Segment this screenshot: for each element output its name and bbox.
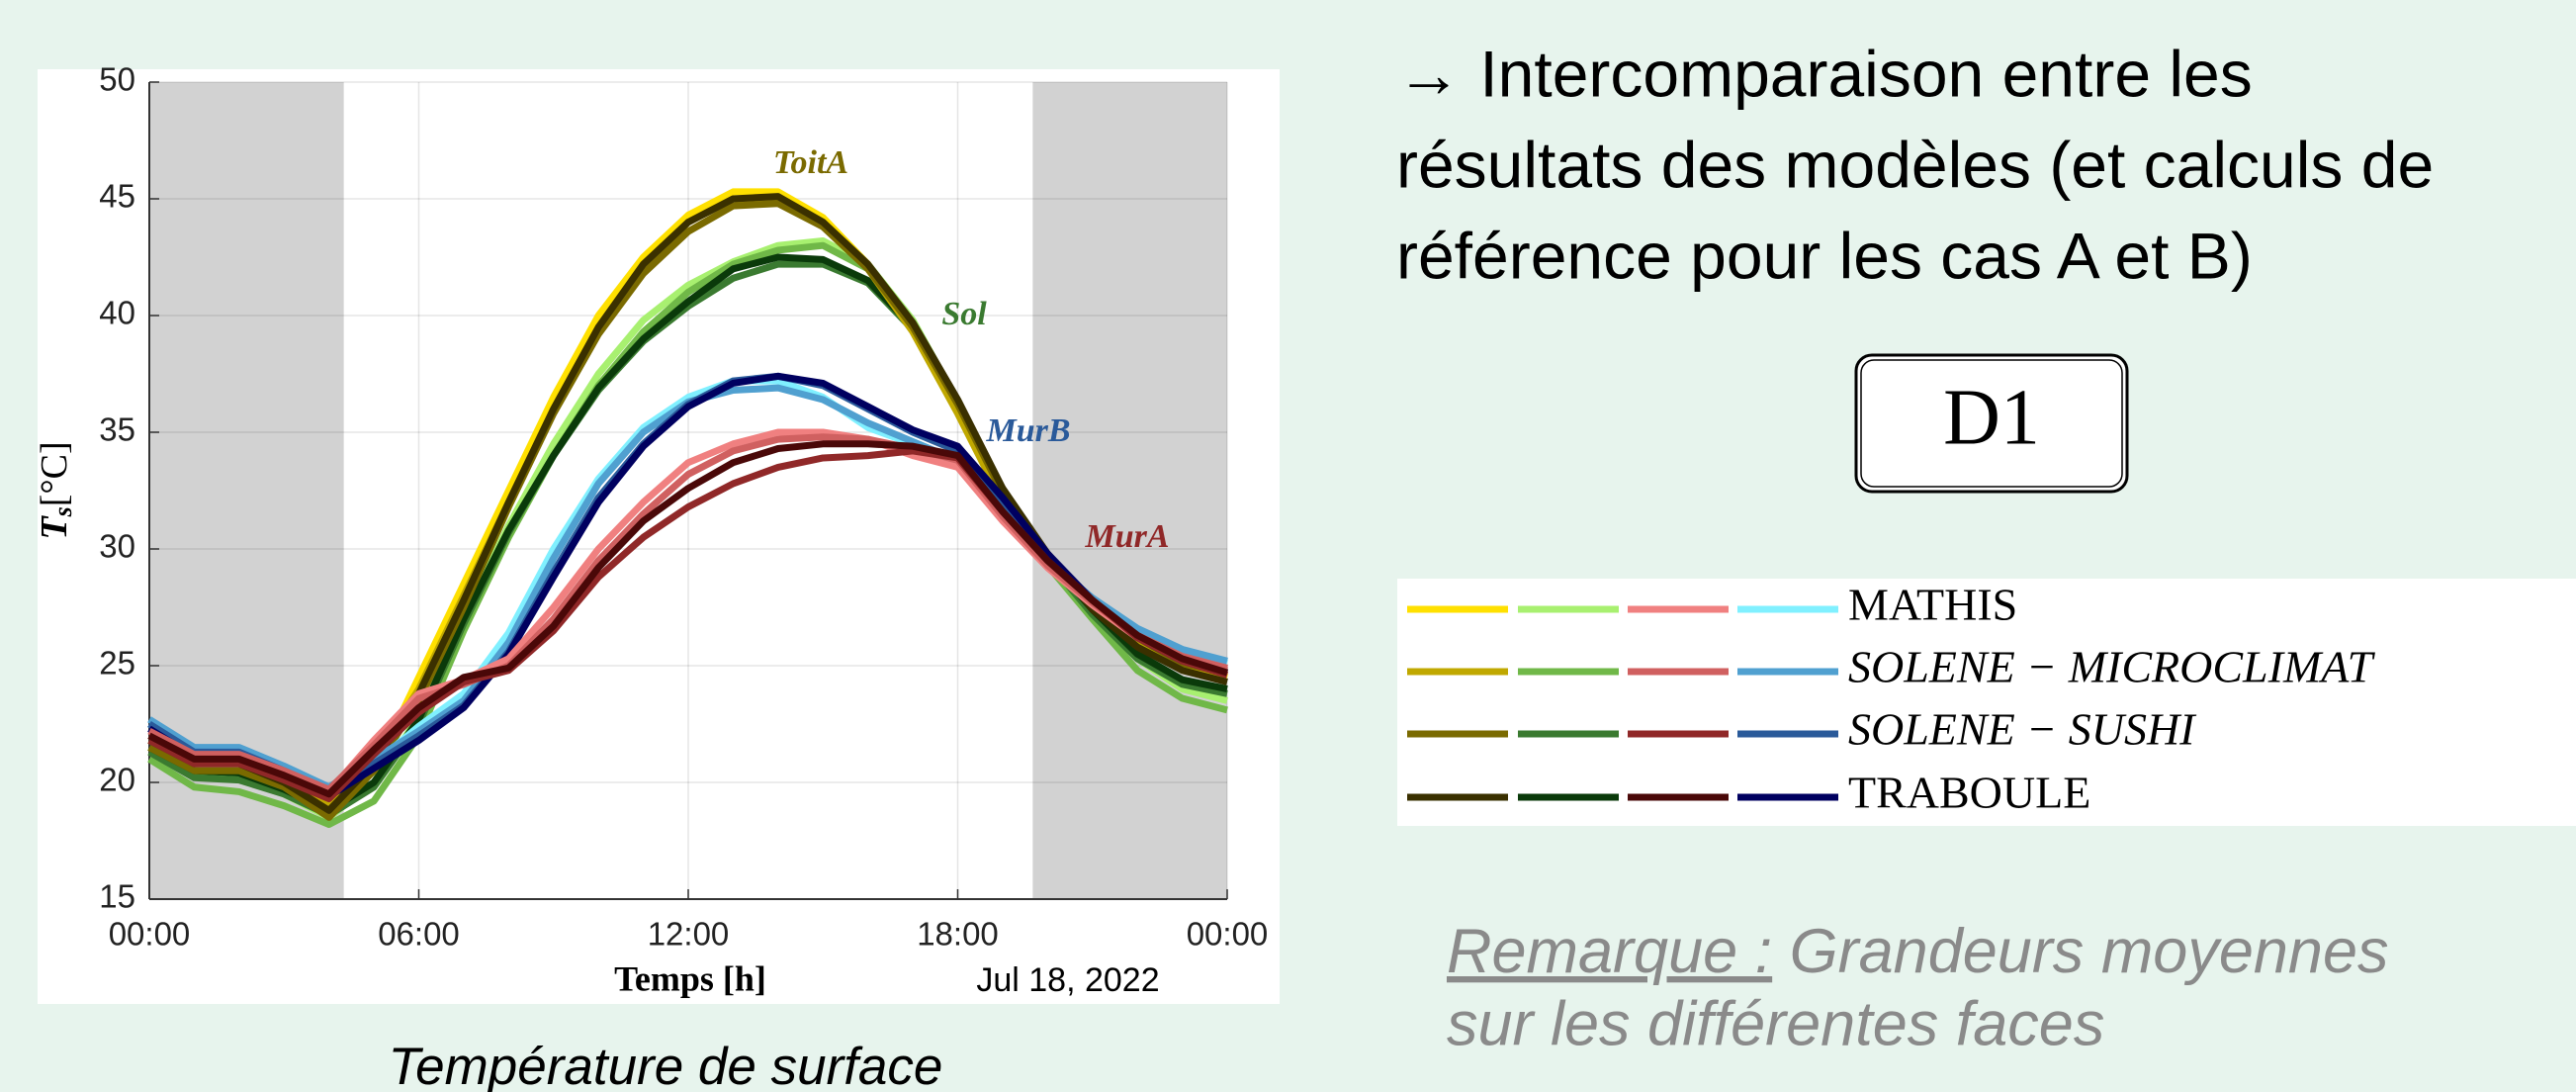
y-tick-label: 25 bbox=[99, 645, 135, 682]
y-tick-label: 40 bbox=[99, 295, 135, 331]
curve-label: MurA bbox=[1084, 518, 1169, 555]
legend-label: TRABOULE bbox=[1848, 768, 2090, 818]
curve-label: ToitA bbox=[773, 144, 848, 181]
y-tick-label: 45 bbox=[99, 178, 135, 215]
heading-line: → Intercomparaison entre les bbox=[1396, 37, 2253, 110]
legend-label: MATHIS bbox=[1848, 580, 2017, 630]
heading-line: résultats des modèles (et calculs de bbox=[1396, 128, 2434, 201]
curve-label: MurB bbox=[985, 412, 1070, 449]
y-tick-label: 30 bbox=[99, 528, 135, 565]
date-label: Jul 18, 2022 bbox=[976, 961, 1159, 999]
x-tick-label: 06:00 bbox=[378, 916, 460, 953]
y-tick-label: 15 bbox=[99, 878, 135, 915]
y-axis-label: Ts[°C] bbox=[34, 441, 77, 539]
night-region bbox=[1032, 82, 1227, 899]
box-label: D1 bbox=[1943, 374, 2040, 461]
y-axis-label-text: Ts[°C] bbox=[34, 441, 77, 539]
x-tick-label: 12:00 bbox=[648, 916, 730, 953]
curve-label: Sol bbox=[941, 296, 987, 332]
heading-line: référence pour les cas A et B) bbox=[1396, 219, 2253, 292]
legend-label: SOLENE − MICROCLIMAT bbox=[1848, 642, 2376, 692]
series-line bbox=[147, 440, 1229, 798]
y-label-main: T bbox=[34, 515, 75, 540]
caption: Température de surface bbox=[389, 1038, 943, 1092]
x-tick-label: 00:00 bbox=[109, 916, 191, 953]
legend-panel bbox=[1397, 579, 2576, 826]
x-tick-label: 00:00 bbox=[1187, 916, 1269, 953]
box-frame-inner bbox=[1860, 359, 2123, 488]
remark-line: Grandeurs moyennes bbox=[1772, 917, 2388, 986]
remark-line: sur les différentes faces bbox=[1447, 990, 2104, 1059]
y-tick-label: 50 bbox=[99, 61, 135, 98]
y-tick-label: 20 bbox=[99, 762, 135, 798]
remark: Remarque : Grandeurs moyennes bbox=[1447, 917, 2388, 986]
y-tick-label: 35 bbox=[99, 411, 135, 448]
remark-lead: Remarque : bbox=[1447, 917, 1772, 986]
x-axis-label: Temps [h] bbox=[614, 958, 766, 998]
y-label-unit: [°C] bbox=[34, 441, 75, 506]
x-tick-label: 18:00 bbox=[917, 916, 999, 953]
y-label-sub: s bbox=[48, 506, 77, 517]
legend-label: SOLENE − SUSHI bbox=[1848, 704, 2197, 755]
box-frame bbox=[1854, 353, 2129, 494]
